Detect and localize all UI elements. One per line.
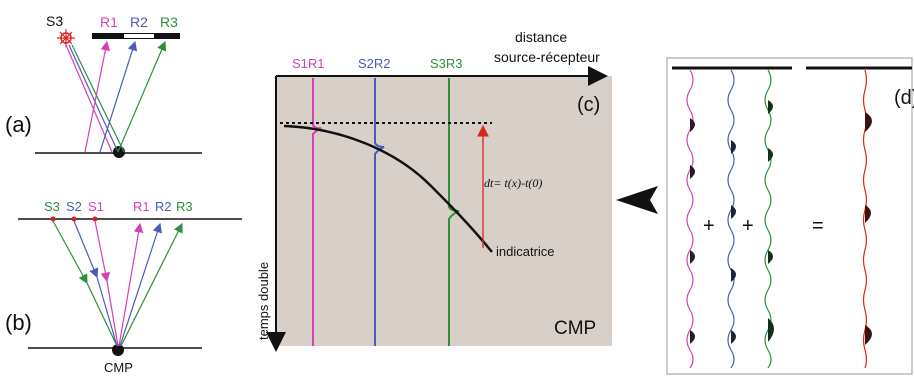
receiver-r1-label: R1 bbox=[100, 14, 118, 30]
cmp-label-b: CMP bbox=[104, 360, 133, 375]
panel-c-label: (c) bbox=[577, 94, 600, 116]
y-axis-label: temps double bbox=[256, 262, 271, 340]
transition-arrow-icon bbox=[616, 186, 658, 214]
source-dot-s1 bbox=[92, 216, 98, 222]
panel-b-label: (b) bbox=[5, 310, 32, 335]
rays-a bbox=[65, 40, 167, 153]
trace-label-s3r3: S3R3 bbox=[430, 56, 463, 71]
trace-label-s1r1: S1R1 bbox=[292, 56, 325, 71]
panel-c: distance source-récepteur temps double S… bbox=[256, 29, 612, 352]
trace-s3r3 bbox=[448, 78, 460, 346]
source-s1-label-b: S1 bbox=[88, 199, 104, 214]
source-dot-s2 bbox=[71, 216, 77, 222]
panel-d-frame bbox=[666, 57, 913, 375]
receiver-r3-label: R3 bbox=[160, 14, 178, 30]
x-axis-label-line2: source-récepteur bbox=[494, 49, 600, 65]
cmp-point bbox=[112, 344, 124, 356]
source-s3-label: S3 bbox=[46, 13, 63, 29]
equals-sign: = bbox=[812, 215, 824, 237]
receiver-r3-label-b: R3 bbox=[176, 199, 193, 214]
panel-a: (a) S3 R1 R2 R3 bbox=[5, 13, 202, 158]
wiggle-trace-blue bbox=[727, 69, 736, 369]
receiver-r2-label-b: R2 bbox=[155, 199, 172, 214]
plus-sign-2: + bbox=[742, 215, 754, 237]
reflection-point-a bbox=[113, 146, 125, 158]
source-star-icon bbox=[57, 29, 75, 47]
panel-c-background bbox=[276, 76, 612, 346]
source-dot-s3 bbox=[50, 216, 56, 222]
source-s3-label-b: S3 bbox=[44, 199, 60, 214]
trace-s1r1 bbox=[312, 78, 322, 346]
panel-d: (d) + + = bbox=[666, 57, 914, 375]
dt-formula: dt= t(x)-t(0) bbox=[484, 176, 542, 190]
trace-label-s2r2: S2R2 bbox=[358, 56, 391, 71]
wiggle-trace-red-stacked bbox=[862, 69, 872, 369]
curve-label: indicatrice bbox=[496, 244, 555, 259]
trace-s2r2 bbox=[374, 78, 385, 346]
plus-sign-1: + bbox=[703, 215, 715, 237]
receiver-bar-gap bbox=[124, 34, 154, 38]
panel-a-label: (a) bbox=[5, 112, 32, 137]
cmp-corner-label: CMP bbox=[554, 318, 596, 339]
x-axis-label-line1: distance bbox=[515, 29, 567, 45]
source-s2-label-b: S2 bbox=[66, 199, 82, 214]
moveout-curve bbox=[283, 124, 493, 253]
rays-b bbox=[52, 220, 183, 347]
panel-b: (b) S3 S2 S1 R1 R2 R3 CMP bbox=[5, 199, 242, 375]
wiggle-trace-pink bbox=[686, 69, 695, 369]
receiver-r1-label-b: R1 bbox=[133, 199, 150, 214]
receiver-r2-label: R2 bbox=[130, 14, 148, 30]
panel-d-label: (d) bbox=[894, 87, 914, 109]
wiggle-trace-green bbox=[764, 69, 774, 369]
